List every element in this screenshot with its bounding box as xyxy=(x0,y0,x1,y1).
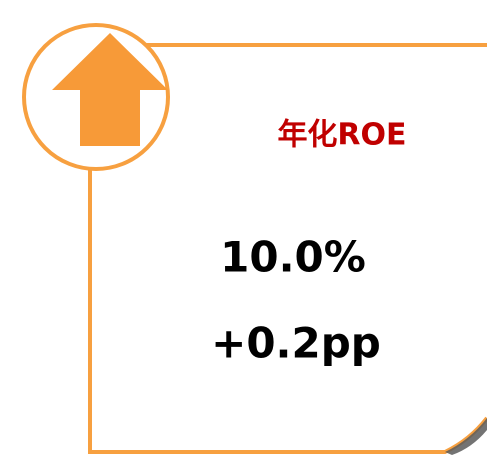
kpi-change: +0.2pp xyxy=(211,319,381,368)
page-curl xyxy=(445,418,487,455)
kpi-value: 10.0% xyxy=(220,233,366,282)
up-arrow-icon xyxy=(52,33,168,146)
card-title: 年化ROE xyxy=(277,118,406,153)
